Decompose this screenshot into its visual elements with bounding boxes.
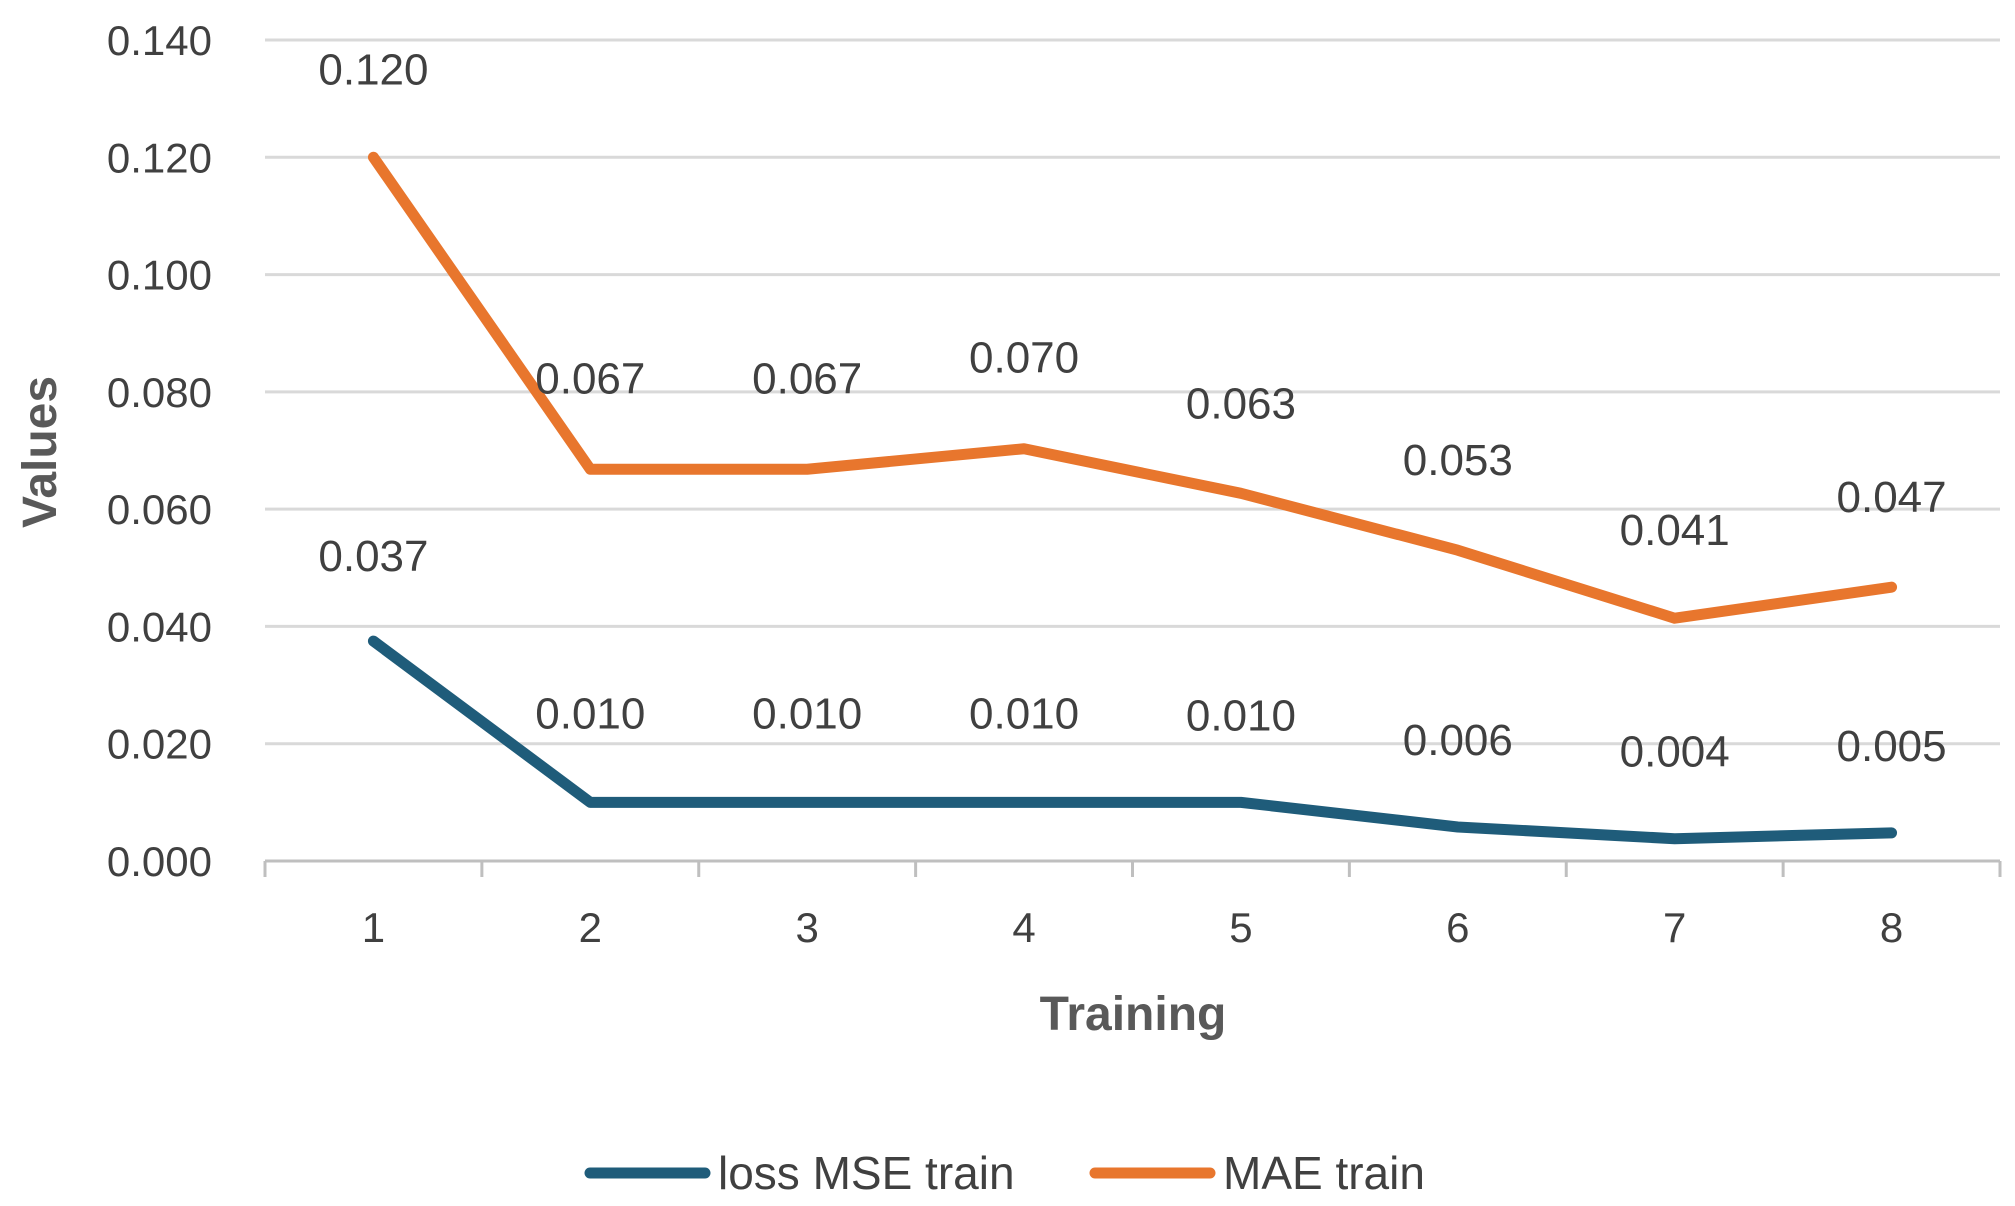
data-label: 0.010 xyxy=(535,689,645,738)
x-tick-label: 7 xyxy=(1663,904,1686,951)
y-tick-label: 0.080 xyxy=(107,369,212,416)
y-tick-label: 0.020 xyxy=(107,721,212,768)
x-axis: 1 2 3 4 5 6 7 8 xyxy=(263,859,2002,951)
data-label: 0.006 xyxy=(1403,716,1513,765)
data-label: 0.053 xyxy=(1403,436,1513,485)
data-label: 0.070 xyxy=(969,334,1079,383)
x-tick-label: 3 xyxy=(796,904,819,951)
data-label: 0.037 xyxy=(318,532,428,581)
series-line xyxy=(367,151,1898,624)
data-label: 0.010 xyxy=(969,689,1079,738)
x-tick-label: 4 xyxy=(1012,904,1035,951)
data-labels: 0.037 0.010 0.010 0.010 0.010 0.006 0.004 0.005… xyxy=(318,45,1946,776)
legend: loss MSE train MAE train xyxy=(584,1147,1425,1199)
x-tick-label: 5 xyxy=(1229,904,1252,951)
data-label: 0.041 xyxy=(1620,506,1730,555)
data-label: 0.067 xyxy=(752,354,862,403)
data-label: 0.010 xyxy=(1186,691,1296,740)
y-tick-label: 0.140 xyxy=(107,17,212,64)
x-tick-label: 1 xyxy=(362,904,385,951)
y-axis-ticks: 0.000 0.020 0.040 0.060 0.080 0.100 0.120 0.140 xyxy=(107,17,212,885)
data-label: 0.005 xyxy=(1837,722,1947,771)
x-axis-title: Training xyxy=(1040,988,1227,1041)
data-label: 0.010 xyxy=(752,689,862,738)
data-label: 0.067 xyxy=(535,354,645,403)
y-tick-label: 0.120 xyxy=(107,134,212,181)
legend-label: loss MSE train xyxy=(718,1147,1015,1199)
legend-label: MAE train xyxy=(1223,1147,1425,1199)
y-tick-label: 0.100 xyxy=(107,252,212,299)
data-label: 0.004 xyxy=(1620,728,1730,777)
data-label: 0.047 xyxy=(1837,473,1947,522)
y-tick-label: 0.000 xyxy=(107,838,212,885)
gridlines xyxy=(265,38,2000,746)
x-tick-label: 8 xyxy=(1880,904,1903,951)
series-line xyxy=(367,635,1898,845)
y-axis-title: Values xyxy=(14,376,67,528)
data-label: 0.120 xyxy=(318,45,428,94)
series-lines xyxy=(367,151,1898,845)
y-tick-label: 0.060 xyxy=(107,486,212,533)
data-label: 0.063 xyxy=(1186,379,1296,428)
x-tick-label: 6 xyxy=(1446,904,1469,951)
x-tick-label: 2 xyxy=(579,904,602,951)
y-tick-label: 0.040 xyxy=(107,603,212,650)
